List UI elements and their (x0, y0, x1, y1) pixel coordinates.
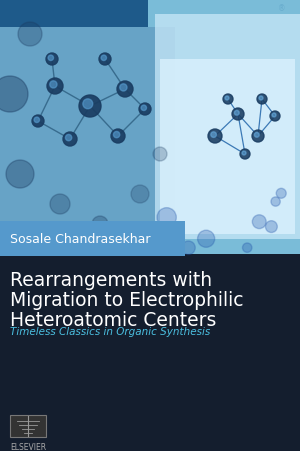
Circle shape (63, 133, 77, 147)
Circle shape (18, 23, 42, 47)
Circle shape (65, 135, 72, 142)
Circle shape (270, 112, 280, 122)
Circle shape (242, 152, 246, 156)
Circle shape (120, 85, 127, 92)
Circle shape (252, 215, 266, 229)
Circle shape (32, 116, 44, 128)
Circle shape (50, 194, 70, 215)
Text: Rearrangements with: Rearrangements with (10, 271, 212, 290)
Circle shape (257, 95, 267, 105)
Bar (0, 0, 300, 254)
Circle shape (271, 198, 280, 207)
Text: ELSEVIER: ELSEVIER (10, 442, 46, 451)
Circle shape (50, 82, 57, 89)
Circle shape (240, 150, 250, 160)
Circle shape (276, 189, 286, 199)
Circle shape (92, 216, 108, 232)
Circle shape (113, 132, 120, 138)
Circle shape (153, 147, 167, 161)
Text: Sosale Chandrasekhar: Sosale Chandrasekhar (10, 232, 151, 245)
Circle shape (223, 95, 233, 105)
Circle shape (254, 133, 259, 138)
Circle shape (157, 208, 176, 227)
Circle shape (79, 96, 101, 118)
Circle shape (34, 118, 40, 123)
Bar (160, 60, 295, 235)
Circle shape (211, 133, 216, 138)
Circle shape (266, 221, 277, 233)
Circle shape (252, 131, 264, 143)
Bar (155, 15, 300, 239)
Circle shape (259, 97, 263, 101)
Circle shape (141, 106, 146, 111)
Bar (0, 0, 148, 28)
Bar (0, 257, 300, 451)
Text: Heteroatomic Centers: Heteroatomic Centers (10, 310, 216, 329)
Circle shape (131, 186, 149, 203)
Circle shape (111, 130, 125, 144)
Circle shape (198, 230, 215, 248)
Circle shape (48, 56, 53, 61)
Circle shape (117, 82, 133, 98)
Circle shape (46, 54, 58, 66)
Circle shape (182, 241, 195, 255)
Circle shape (83, 100, 93, 110)
Text: Migration to Electrophilic: Migration to Electrophilic (10, 290, 244, 309)
Bar (0, 221, 185, 257)
Circle shape (234, 111, 239, 116)
Circle shape (208, 130, 222, 144)
Circle shape (272, 114, 276, 118)
Bar (10, 415, 46, 437)
Circle shape (232, 109, 244, 121)
Bar (0, 28, 175, 254)
Circle shape (225, 97, 229, 101)
Circle shape (99, 54, 111, 66)
Text: ®: ® (278, 4, 286, 13)
Circle shape (242, 244, 252, 253)
Circle shape (6, 161, 34, 189)
Circle shape (47, 79, 63, 95)
Circle shape (0, 77, 28, 113)
Circle shape (101, 56, 106, 61)
Text: Timeless Classics in Organic Synthesis: Timeless Classics in Organic Synthesis (10, 326, 210, 336)
Circle shape (139, 104, 151, 116)
